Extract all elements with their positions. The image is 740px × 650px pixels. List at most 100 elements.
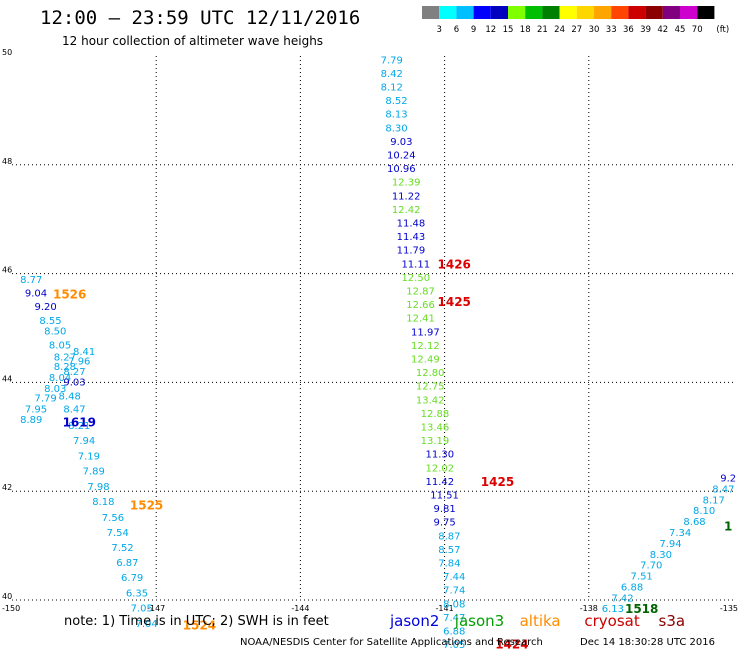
- wave-height-label: 12.66: [406, 300, 435, 311]
- pass-time-label: 1425: [481, 475, 514, 489]
- wave-height-label: 8.05: [49, 340, 71, 351]
- wave-height-label: 7.47: [443, 613, 465, 624]
- wave-height-label: 8.47: [712, 484, 734, 495]
- wave-height-label: 8.48: [59, 391, 81, 402]
- wave-height-label: 7.54: [107, 528, 129, 539]
- wave-height-label: 8.21: [68, 421, 90, 432]
- wave-height-label: 12.87: [406, 286, 435, 297]
- wave-height-label: 7.42: [611, 593, 633, 604]
- scale-swatch: [456, 6, 474, 19]
- wave-height-label: 8.13: [385, 110, 407, 121]
- wave-height-label: 6.13: [602, 604, 624, 615]
- scale-swatch: [525, 6, 543, 19]
- wave-height-label: 11.79: [397, 246, 426, 257]
- chart-subtitle: 12 hour collection of altimeter wave hei…: [62, 34, 323, 48]
- wave-height-label: 12.42: [392, 205, 421, 216]
- wave-height-label: 6.79: [121, 573, 143, 584]
- wave-height-label: 8.17: [703, 495, 725, 506]
- wave-height-label: 8.68: [683, 517, 705, 528]
- scale-label: 42: [657, 25, 668, 35]
- wave-height-label: 9.2: [720, 474, 736, 485]
- wave-height-marks: 8.779.049.208.558.508.058.278.288.048.03…: [20, 55, 736, 650]
- color-scale: 3 6 9 12 15 18 21 24 27 30 33 36 39 42 45 70 (ft): [422, 6, 729, 35]
- wave-height-label: 8.41: [73, 347, 95, 358]
- wave-height-label: 8.04: [49, 373, 71, 384]
- x-tick-label: -138: [580, 604, 598, 613]
- wave-height-label: 11.43: [397, 232, 426, 243]
- wave-height-label: 7.98: [87, 482, 109, 493]
- wave-height-label: 11.22: [392, 191, 421, 202]
- scale-label: 12: [485, 25, 496, 35]
- wave-height-label: 7.96: [68, 357, 90, 368]
- wave-height-label: 12.41: [406, 314, 435, 325]
- wave-height-label: 7.74: [443, 586, 465, 597]
- wave-height-label: 8.52: [385, 96, 407, 107]
- wave-height-label: 7.79: [35, 394, 57, 405]
- wave-height-label: 8.87: [438, 531, 460, 542]
- wave-height-label: 7.52: [111, 543, 133, 554]
- scale-label: 24: [554, 25, 565, 35]
- y-tick-label: 48: [2, 157, 12, 166]
- satellite-label: s3a: [659, 612, 686, 630]
- scale-label: 33: [606, 25, 617, 35]
- scale-swatch: [680, 6, 698, 19]
- wave-height-label: 8.47: [63, 405, 85, 416]
- wave-height-label: 12.12: [411, 341, 440, 352]
- satellite-legend: jason2 jason3 altika cryosat s3a: [389, 612, 685, 630]
- x-tick-label: -144: [291, 604, 309, 613]
- scale-label: 9: [471, 25, 476, 35]
- wave-height-label: 7.34: [669, 528, 691, 539]
- plot-grid: [12, 56, 733, 601]
- scale-label: 3: [436, 25, 441, 35]
- wave-height-label: 8.57: [438, 545, 460, 556]
- pass-time-label: 1525: [130, 498, 163, 512]
- scale-label: 45: [675, 25, 686, 35]
- scale-label: 27: [571, 25, 582, 35]
- x-tick-label: -147: [147, 604, 165, 613]
- wave-height-label: 12.02: [425, 463, 454, 474]
- scale-swatch: [508, 6, 526, 19]
- wave-height-label: 7.94: [73, 436, 95, 447]
- wave-height-label: 12.49: [411, 354, 440, 365]
- scale-swatch: [490, 6, 508, 19]
- wave-height-label: 7.79: [381, 55, 403, 66]
- wave-height-label: 12.80: [416, 368, 445, 379]
- wave-height-label: 12.39: [392, 178, 421, 189]
- wave-height-label: 12.50: [401, 273, 430, 284]
- axis-ticks: -150 -147 -144 -141 -138 -135 40 42 44 46 48 50: [2, 48, 738, 613]
- scale-swatch: [697, 6, 715, 19]
- scale-label: 30: [589, 25, 600, 35]
- scale-swatch: [422, 6, 440, 19]
- chart-title: 12:00 — 23:59 UTC 12/11/2016: [40, 7, 360, 29]
- wave-height-label: 7.70: [640, 561, 662, 572]
- pass-time-label: 1518: [625, 602, 658, 616]
- wave-height-label: 9.20: [35, 302, 57, 313]
- scale-swatch: [628, 6, 646, 19]
- wave-height-label: 7.19: [78, 451, 100, 462]
- scale-swatch: [645, 6, 663, 19]
- pass-time-label: 1526: [53, 288, 86, 302]
- wave-height-label: 10.24: [387, 150, 416, 161]
- satellite-label: cryosat: [584, 612, 639, 630]
- scale-label: 21: [537, 25, 548, 35]
- wave-height-label: 9.81: [433, 504, 455, 515]
- wave-height-label: 11.11: [401, 259, 430, 270]
- pass-time-label: 1: [724, 519, 732, 533]
- wave-height-label: 6.87: [116, 558, 138, 569]
- wave-height-label: 7.05: [131, 604, 153, 615]
- wave-height-label: 8.18: [92, 497, 114, 508]
- scale-swatch: [594, 6, 612, 19]
- scale-swatch: [662, 6, 680, 19]
- scale-label: 36: [623, 25, 634, 35]
- pass-time-label: 1424: [495, 638, 528, 650]
- scale-swatch: [542, 6, 560, 19]
- wave-height-label: 8.10: [693, 506, 715, 517]
- wave-height-label: 11.42: [425, 477, 454, 488]
- wave-height-label: 7.95: [25, 405, 47, 416]
- footer-timestamp: Dec 14 18:30:28 UTC 2016: [580, 637, 715, 648]
- wave-height-label: 9.75: [433, 518, 455, 529]
- wave-height-label: 11.30: [425, 450, 454, 461]
- wave-height-label: 8.30: [650, 550, 672, 561]
- wave-height-label: 7.94: [659, 539, 681, 550]
